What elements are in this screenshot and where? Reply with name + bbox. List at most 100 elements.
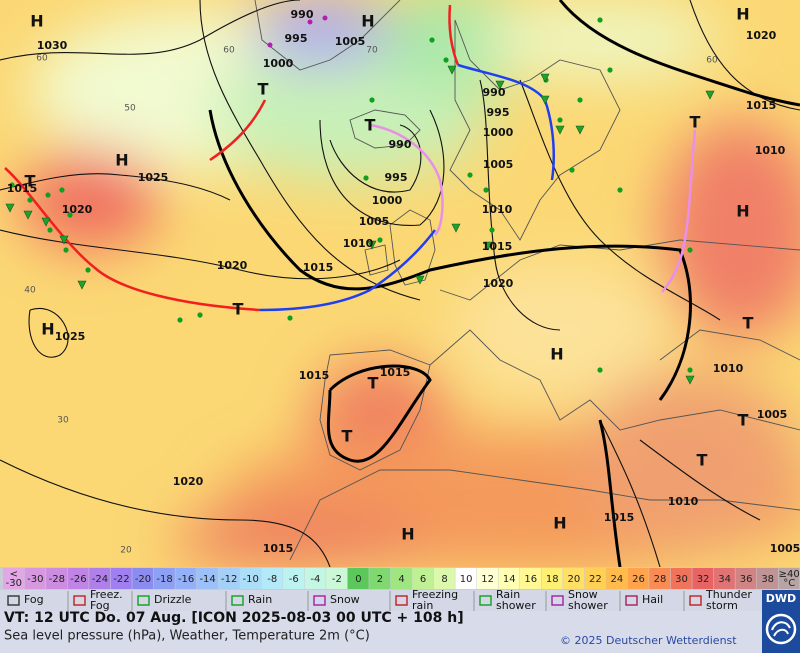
legend-label: Fog	[24, 593, 44, 606]
scale-cell	[412, 568, 434, 589]
scale-cell	[3, 568, 25, 589]
isobar-label: 1010	[343, 237, 374, 250]
thick-isobars	[208, 0, 800, 567]
isobar-label: 1010	[482, 203, 513, 216]
rain-dot	[363, 175, 369, 181]
dwd-logo-wave	[771, 621, 791, 637]
rain-dot	[287, 315, 293, 321]
legend-label: shower	[568, 599, 608, 612]
legend-label: Freez.	[90, 588, 123, 601]
shower	[77, 280, 87, 290]
description: Sea level pressure (hPa), Weather, Tempe…	[4, 629, 370, 644]
scale-cell	[196, 568, 218, 589]
scale-cell	[433, 568, 455, 589]
scale-label: -14	[199, 574, 215, 585]
scale-label: 28	[654, 574, 667, 585]
rain-dot	[597, 17, 603, 23]
scale-label: -28	[49, 574, 65, 585]
isobar-label: 1015	[604, 511, 635, 524]
temperature-scale: <-30 -30 -28 -26 -24 -22 -20 -18 -16 -14 -12 -10 -8-…	[0, 567, 800, 590]
pressure-centre: T	[258, 80, 269, 99]
scale-label: -22	[113, 574, 129, 585]
snow	[267, 42, 273, 48]
shower	[447, 65, 457, 75]
scale-label: -4	[310, 574, 320, 585]
isobar-label: 1015	[746, 99, 777, 112]
shower	[367, 240, 377, 250]
rain-dot	[569, 167, 575, 173]
scale-label: -26	[70, 574, 86, 585]
shower	[23, 210, 33, 220]
isobar-label: 995	[385, 171, 408, 184]
isotherm-label: 60	[223, 46, 235, 56]
weather-symbols	[5, 15, 715, 385]
pressure-centre: T	[690, 113, 701, 132]
pressure-centre: T	[368, 374, 379, 393]
dwd-logo-text: DWD	[766, 592, 796, 605]
coastlines	[254, 0, 800, 561]
scale-label: -10	[243, 574, 259, 585]
footer-bg	[0, 611, 762, 653]
rain-dot	[687, 247, 693, 253]
legend-icon	[313, 595, 326, 606]
rain-dot	[687, 367, 693, 373]
scale-label: 36	[740, 574, 753, 585]
isobar-label: 1025	[138, 171, 169, 184]
scale-label: 26	[632, 574, 645, 585]
isobar-label: 1005	[359, 215, 390, 228]
scale-label: -8	[267, 574, 277, 585]
rain-dot	[369, 97, 375, 103]
isotherm-label: 60	[36, 54, 48, 64]
isobar-label: 1020	[217, 259, 248, 272]
isobar-label: 1020	[62, 203, 93, 216]
scale-cell	[735, 568, 757, 589]
scale-label: 22	[589, 574, 602, 585]
scale-label: 12	[481, 574, 494, 585]
isotherm-label: 70	[366, 46, 378, 56]
isobar-label: 1005	[770, 542, 800, 555]
pressure-centre: H	[30, 12, 43, 31]
legend-icon	[231, 595, 244, 606]
legend-label: Freezing	[412, 588, 458, 601]
isobar-label: 1015	[380, 366, 411, 379]
rain-dot	[489, 227, 495, 233]
scale-label: 32	[697, 574, 710, 585]
rain-dot	[45, 192, 51, 198]
scale-cell	[756, 568, 778, 589]
rain-dot	[47, 227, 53, 233]
rain-dot	[63, 247, 69, 253]
legend-label: Rain	[248, 593, 272, 606]
legend-label: storm	[706, 599, 738, 612]
scale-label: -12	[221, 574, 237, 585]
scale-cell	[326, 568, 348, 589]
isobar-label: 995	[285, 32, 308, 45]
dwd-logo-ring	[765, 613, 797, 645]
scale-label: 38	[761, 574, 774, 585]
scale-cell	[541, 568, 563, 589]
scale-label: -6	[289, 574, 299, 585]
scale-cell	[455, 568, 477, 589]
isobar-label: 1020	[173, 475, 204, 488]
scale-cell	[713, 568, 735, 589]
scale-cell	[46, 568, 68, 589]
isobar-label: 1015	[299, 369, 330, 382]
scale-label: -30	[6, 578, 22, 589]
pressure-centre: T	[342, 427, 353, 446]
isobar-label: 990	[483, 86, 506, 99]
scale-label: -2	[332, 574, 342, 585]
pressure-centre: T	[25, 172, 36, 191]
scale-cell	[24, 568, 46, 589]
isobar-label: 1020	[483, 277, 514, 290]
legend-icon	[479, 595, 492, 606]
scale-cell	[67, 568, 89, 589]
shower	[540, 73, 550, 83]
legend-label: Drizzle	[154, 593, 192, 606]
shower	[705, 90, 715, 100]
isobar-label: 1005	[483, 158, 514, 171]
legend-icon	[73, 595, 86, 606]
rain-dot	[597, 367, 603, 373]
scale-cell	[692, 568, 714, 589]
scale-cell	[519, 568, 542, 589]
isobar-label: 1015	[303, 261, 334, 274]
